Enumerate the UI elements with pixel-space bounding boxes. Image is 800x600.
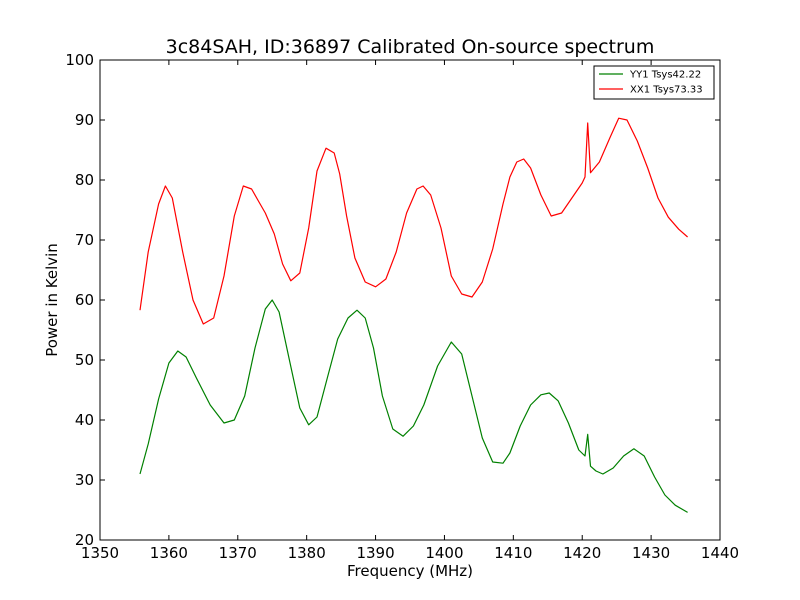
x-tick-label: 1410 [494, 544, 532, 562]
x-tick-label: 1440 [701, 544, 739, 562]
y-tick-label: 50 [75, 351, 94, 369]
plot-area [99, 59, 721, 541]
x-axis-ticks: 1350 1360 1370 1380 1390 1400 1410 1420 1430 1440 [81, 60, 739, 562]
legend: YY1 Tsys42.22 XX1 Tsys73.33 [593, 65, 715, 100]
y-tick-label: 20 [75, 531, 94, 549]
x-tick-label: 1350 [81, 544, 119, 562]
x-tick-label: 1430 [632, 544, 670, 562]
series-layer [139, 117, 688, 513]
y-tick-label: 70 [75, 231, 94, 249]
y-axis-ticks: 20 30 40 50 60 70 80 90 100 [65, 51, 720, 549]
x-tick-label: 1360 [150, 544, 188, 562]
legend-label-xx1: XX1 Tsys73.33 [630, 85, 703, 96]
y-tick-label: 80 [75, 171, 94, 189]
chart-title: 3c84SAH, ID:36897 Calibrated On-source s… [166, 36, 655, 58]
series-line-yy1 [139, 299, 688, 513]
y-tick-label: 90 [75, 111, 94, 129]
x-axis-label: Frequency (MHz) [347, 562, 473, 580]
y-tick-label: 60 [75, 291, 94, 309]
y-axis-label: Power in Kelvin [43, 243, 61, 357]
legend-label-yy1: YY1 Tsys42.22 [629, 70, 701, 81]
series-line-xx1 [139, 117, 688, 325]
x-tick-label: 1390 [356, 544, 394, 562]
y-tick-label: 30 [75, 471, 94, 489]
x-tick-label: 1370 [219, 544, 257, 562]
x-tick-label: 1420 [563, 544, 601, 562]
x-tick-label: 1380 [288, 544, 326, 562]
y-tick-label: 100 [65, 51, 94, 69]
y-tick-label: 40 [75, 411, 94, 429]
x-tick-label: 1400 [425, 544, 463, 562]
legend-box [593, 65, 715, 100]
